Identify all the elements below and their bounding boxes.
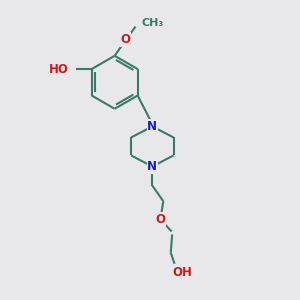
- Text: OH: OH: [172, 266, 193, 279]
- Text: O: O: [155, 213, 165, 226]
- Text: N: N: [147, 120, 157, 133]
- Text: HO: HO: [49, 62, 69, 76]
- Text: O: O: [121, 33, 131, 46]
- Text: N: N: [147, 160, 157, 173]
- Text: CH₃: CH₃: [142, 18, 164, 28]
